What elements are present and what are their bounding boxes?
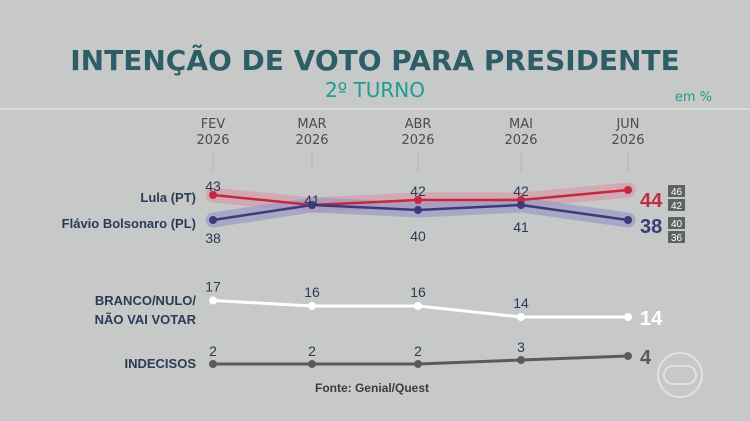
globo-logo-inner-icon bbox=[663, 365, 697, 385]
data-point bbox=[624, 186, 632, 194]
data-label: 43 bbox=[205, 178, 221, 194]
x-tick-label: JUN bbox=[615, 117, 639, 132]
margin-box bbox=[668, 217, 685, 229]
x-tick-label: MAI bbox=[509, 117, 533, 132]
data-point bbox=[414, 196, 422, 204]
series-name-label: NÃO VAI VOTAR bbox=[95, 312, 197, 327]
series-name-label: BRANCO/NULO/ bbox=[95, 293, 196, 308]
x-tick-label: 2026 bbox=[611, 133, 644, 148]
data-label: 14 bbox=[640, 308, 663, 330]
data-point bbox=[414, 302, 422, 310]
source-label: Fonte: Genial/Quest bbox=[315, 381, 429, 395]
data-label: 2 bbox=[308, 343, 316, 359]
data-point bbox=[209, 191, 217, 199]
data-label: 41 bbox=[304, 192, 320, 208]
data-label: 42 bbox=[513, 183, 529, 199]
x-tick-label: ABR bbox=[405, 117, 432, 132]
x-tick-label: MAR bbox=[297, 117, 326, 132]
data-label: 3 bbox=[517, 339, 525, 355]
margin-box bbox=[668, 231, 685, 243]
data-label: 16 bbox=[304, 284, 320, 300]
data-point bbox=[517, 201, 525, 209]
data-point bbox=[414, 206, 422, 214]
unit-label: em % bbox=[674, 90, 712, 105]
data-label: 38 bbox=[640, 216, 662, 238]
data-label: 17 bbox=[205, 279, 221, 295]
data-label: 2 bbox=[209, 343, 217, 359]
data-point bbox=[209, 296, 217, 305]
data-point bbox=[414, 360, 422, 368]
series-name-label: Flávio Bolsonaro (PL) bbox=[62, 216, 196, 231]
x-tick-label: 2026 bbox=[196, 133, 229, 148]
margin-label: 36 bbox=[671, 233, 683, 244]
data-point bbox=[624, 216, 632, 224]
margin-box bbox=[668, 199, 685, 211]
series-name-label: Lula (PT) bbox=[140, 190, 196, 205]
x-tick-label: 2026 bbox=[401, 133, 434, 148]
data-label: 42 bbox=[410, 183, 426, 199]
data-label: 14 bbox=[513, 295, 529, 311]
data-point bbox=[517, 356, 525, 364]
data-label: 4 bbox=[640, 347, 652, 369]
data-point bbox=[308, 360, 316, 368]
data-label: 2 bbox=[414, 343, 422, 359]
x-tick-label: 2026 bbox=[295, 133, 328, 148]
data-label: 16 bbox=[410, 284, 426, 300]
data-point bbox=[624, 313, 632, 321]
data-point bbox=[624, 352, 632, 360]
globo-logo-icon bbox=[657, 352, 703, 398]
data-point bbox=[308, 302, 316, 310]
data-label: 41 bbox=[513, 219, 529, 235]
data-point bbox=[209, 216, 217, 224]
data-point bbox=[517, 313, 525, 321]
data-label: 44 bbox=[640, 190, 663, 212]
margin-box bbox=[668, 185, 685, 197]
margin-label: 46 bbox=[671, 187, 683, 198]
chart-title: INTENÇÃO DE VOTO PARA PRESIDENTE bbox=[70, 44, 680, 77]
data-label: 38 bbox=[205, 230, 221, 246]
series-name-label: INDECISOS bbox=[124, 356, 196, 371]
data-point bbox=[209, 360, 217, 368]
x-tick-label: 2026 bbox=[504, 133, 537, 148]
title-divider bbox=[0, 108, 750, 110]
x-tick-label: FEV bbox=[201, 117, 226, 132]
data-point bbox=[308, 201, 316, 209]
margin-label: 42 bbox=[671, 201, 683, 212]
margin-label: 40 bbox=[671, 219, 683, 230]
chart-subtitle: 2º TURNO bbox=[325, 78, 425, 102]
data-label: 40 bbox=[410, 228, 426, 244]
